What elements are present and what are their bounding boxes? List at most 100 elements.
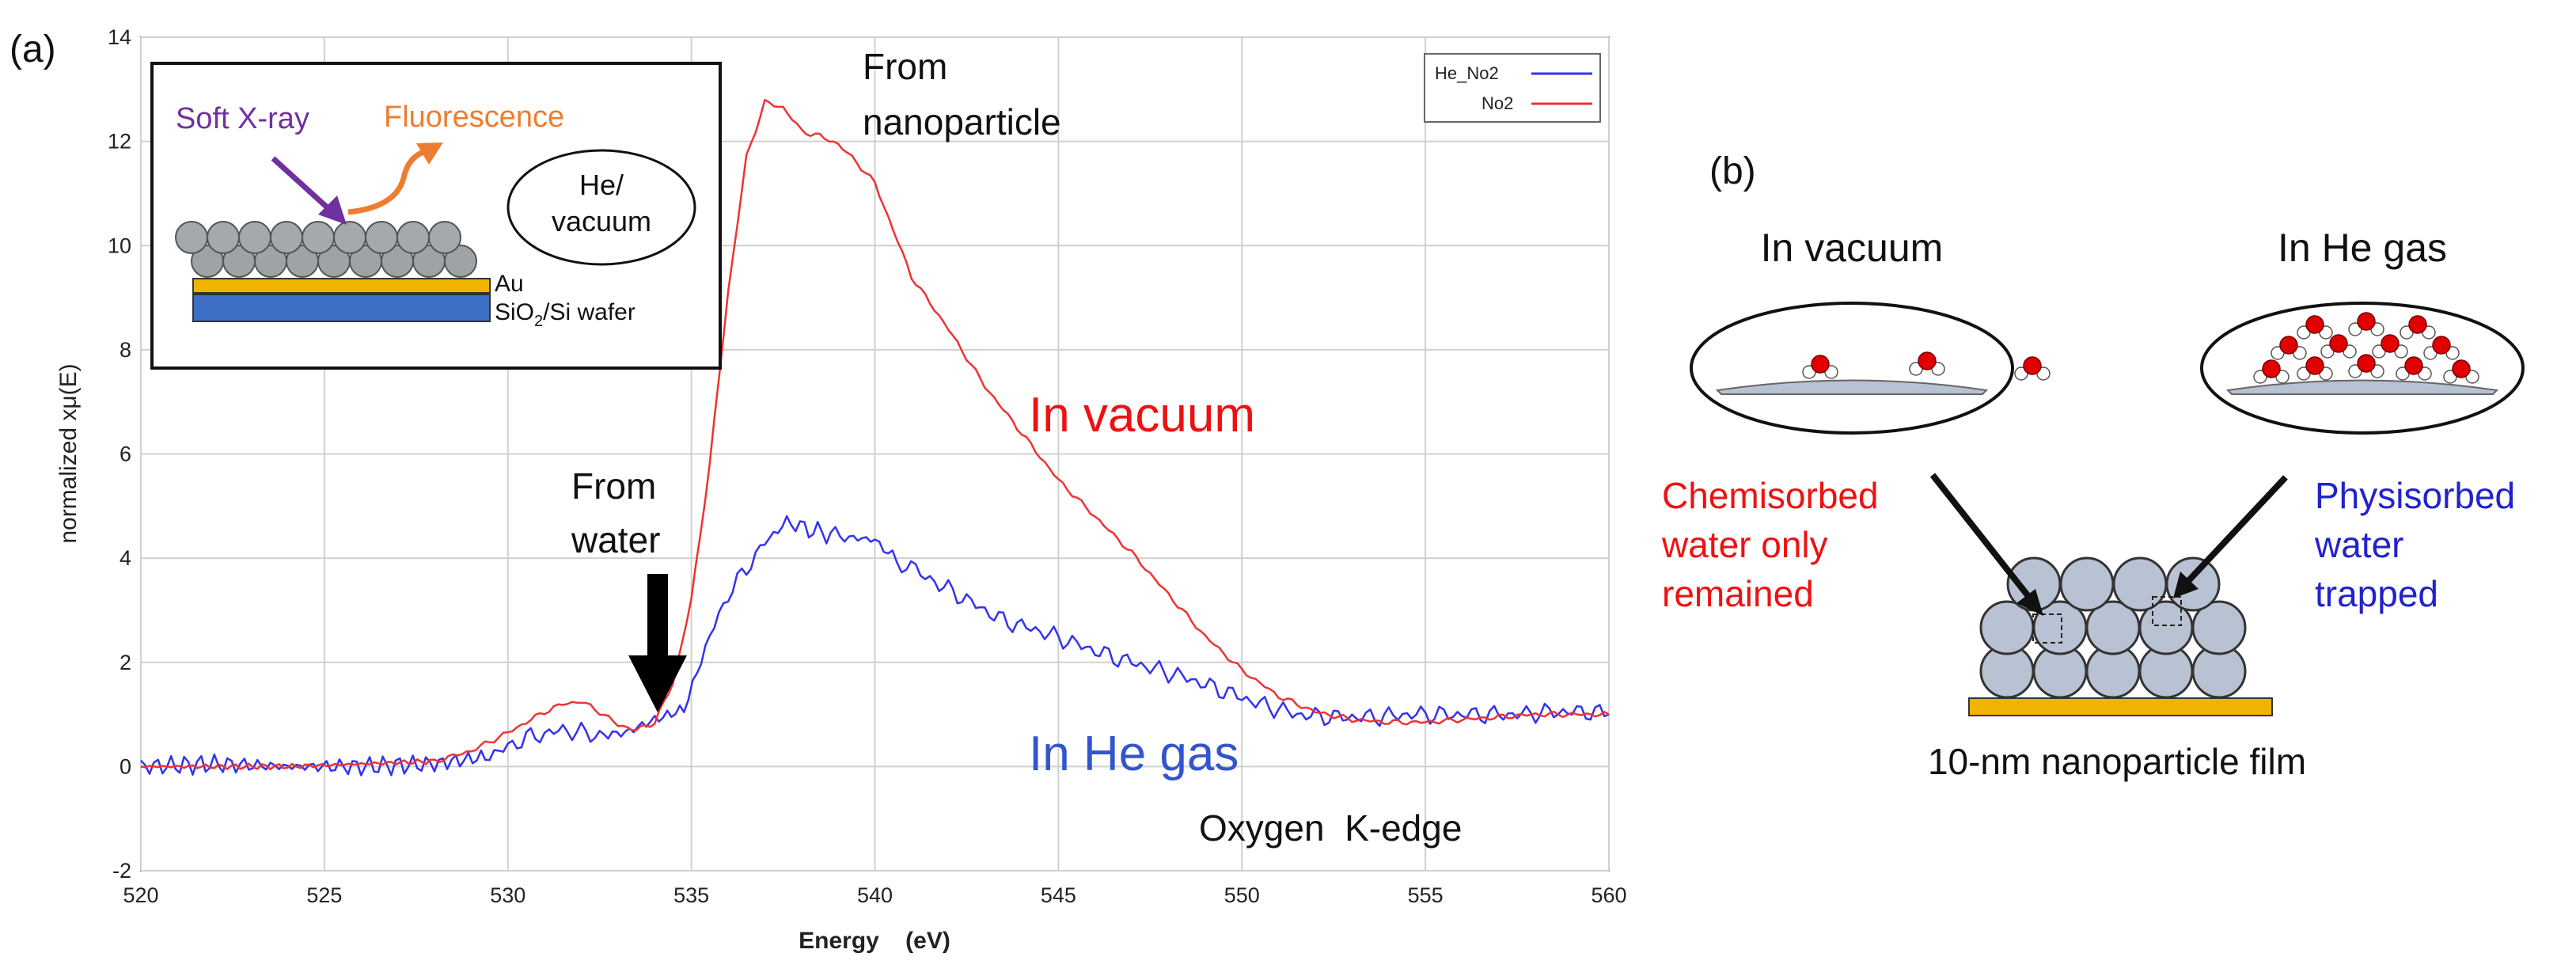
- chemisorbed-line2: water only: [1661, 524, 1828, 565]
- x-tick-label-6: 550: [1224, 883, 1260, 907]
- x-tick-label-2: 530: [490, 883, 525, 907]
- water-o-atom: [2432, 336, 2451, 355]
- water-o-atom: [2023, 356, 2042, 375]
- vacuum-ellipse: [1690, 302, 2014, 435]
- film-particles: [1979, 556, 2247, 699]
- panel-b-label: (b): [1709, 150, 1756, 192]
- inset-soft-xray-label: Soft X-ray: [176, 102, 309, 135]
- water-o-atom: [2329, 334, 2348, 353]
- x-tick-label-1: 525: [306, 883, 342, 907]
- fluorescence-arrow-shaft: [347, 149, 425, 215]
- vacuum-surface: [1715, 379, 1989, 395]
- water-o-atom: [2305, 315, 2324, 334]
- vacuum-title: In vacuum: [1761, 226, 1944, 270]
- xray-arrowhead-icon: [318, 196, 347, 225]
- y-tick-label-6: 10: [108, 234, 131, 257]
- physisorbed-line2: water: [2314, 524, 2403, 565]
- x-tick-label-8: 560: [1591, 883, 1626, 907]
- chemisorbed-line3: remained: [1662, 573, 1814, 614]
- inset-fluorescence-label: Fluorescence: [384, 101, 564, 134]
- pointer-left-shaft: [1929, 473, 2031, 598]
- vacuum-surface-diagram: [1690, 302, 2051, 435]
- x-axis-label: Energy (eV): [799, 928, 950, 954]
- water-o-atom: [1811, 355, 1830, 374]
- physisorbed-line3: trapped: [2315, 573, 2438, 614]
- inset-particle: [207, 221, 240, 254]
- x-tick-label-5: 545: [1041, 883, 1076, 907]
- fluorescence-arrowhead-icon: [416, 142, 443, 165]
- film-particle: [2059, 556, 2115, 612]
- he-surface: [2225, 379, 2499, 395]
- grid: [140, 36, 1610, 872]
- series-group: [140, 98, 1610, 777]
- water-o-atom: [1918, 351, 1937, 370]
- inset-particle: [302, 221, 335, 254]
- he-gas-title: In He gas: [2278, 226, 2447, 270]
- atmosphere-label-line2: vacuum: [552, 205, 651, 237]
- film-particle: [2191, 600, 2247, 655]
- water-o-atom: [2452, 359, 2471, 378]
- inset-au-layer: [192, 278, 491, 294]
- film-dashed-box-right: [2152, 596, 2182, 626]
- inset-particle: [365, 221, 398, 254]
- x-axis-ticks: 520 525 530 535 540 545 550 555 560: [123, 883, 1626, 907]
- inset-particle: [396, 221, 430, 254]
- film-au-layer: [1968, 697, 2273, 716]
- atmosphere-ellipse: [506, 149, 696, 266]
- chemisorbed-line1: Chemisorbed: [1662, 475, 1879, 516]
- water-arrow-icon: [628, 655, 687, 712]
- annot-from-water-1: From: [571, 465, 656, 507]
- inset-substrate-layer: [192, 294, 491, 322]
- inset-schematic: Au SiO2/Si wafer Soft X-ray Fluorescence…: [150, 62, 722, 370]
- annot-in-vacuum: In vacuum: [1029, 388, 1255, 442]
- y-tick-label-8: 14: [108, 25, 131, 49]
- inset-particle: [444, 245, 477, 278]
- legend-label-vac: No2: [1481, 93, 1513, 113]
- water-o-atom: [2381, 334, 2400, 353]
- film-dashed-box-left: [2032, 613, 2062, 644]
- inset-particle: [270, 221, 303, 254]
- y-tick-label-3: 4: [120, 546, 131, 570]
- y-tick-label-7: 12: [108, 130, 131, 154]
- atmosphere-label-line1: He/: [579, 169, 624, 201]
- inset-particle: [175, 221, 208, 254]
- panel-a-label: (a): [9, 28, 56, 70]
- annot-from-water-2: water: [571, 519, 660, 560]
- water-o-atom: [2357, 354, 2376, 373]
- water-o-atom: [2357, 312, 2376, 331]
- inset-particle: [428, 221, 461, 254]
- inset-au-label: Au: [495, 271, 524, 297]
- y-axis-ticks: -2 0 2 4 6 8 10 12 14: [108, 25, 131, 883]
- y-tick-label-2: 2: [120, 651, 131, 674]
- he-surface-diagram: [2200, 302, 2525, 435]
- physisorbed-line1: Physisorbed: [2315, 475, 2515, 516]
- x-tick-label-4: 540: [857, 883, 893, 907]
- legend-box: [1424, 53, 1601, 123]
- vacuum-water-molecules: [1802, 351, 2051, 381]
- series-line-no2: [140, 98, 1610, 771]
- x-tick-label-0: 520: [123, 883, 158, 907]
- y-tick-label-1: 0: [120, 754, 131, 778]
- legend: He_No2 No2: [1424, 53, 1601, 123]
- inset-particle: [333, 221, 366, 254]
- water-o-atom: [2404, 356, 2423, 375]
- y-axis-label: normalized xμ(E): [55, 363, 82, 543]
- x-tick-label-3: 535: [673, 883, 709, 907]
- annot-oxygen-k-edge: Oxygen K-edge: [1199, 807, 1462, 849]
- film-particle: [2112, 556, 2168, 612]
- pointer-right-shaft: [2187, 475, 2288, 583]
- inset-particle-layer: [175, 221, 477, 278]
- nanoparticle-film: [1968, 556, 2273, 716]
- water-o-atom: [2305, 356, 2324, 375]
- annot-from-nanoparticle-1: From: [863, 46, 947, 87]
- pointer-left-arrow-icon: [2016, 589, 2043, 616]
- pointer-right-arrow-icon: [2173, 572, 2199, 598]
- y-tick-label-0: -2: [112, 859, 131, 883]
- legend-label-he: He_No2: [1435, 63, 1499, 83]
- water-o-atom: [2279, 336, 2298, 355]
- inset-substrate-label: SiO2/Si wafer: [495, 299, 635, 330]
- film-caption: 10-nm nanoparticle film: [1928, 741, 2306, 782]
- y-tick-label-4: 6: [120, 442, 131, 466]
- xray-arrow-shaft: [271, 156, 335, 215]
